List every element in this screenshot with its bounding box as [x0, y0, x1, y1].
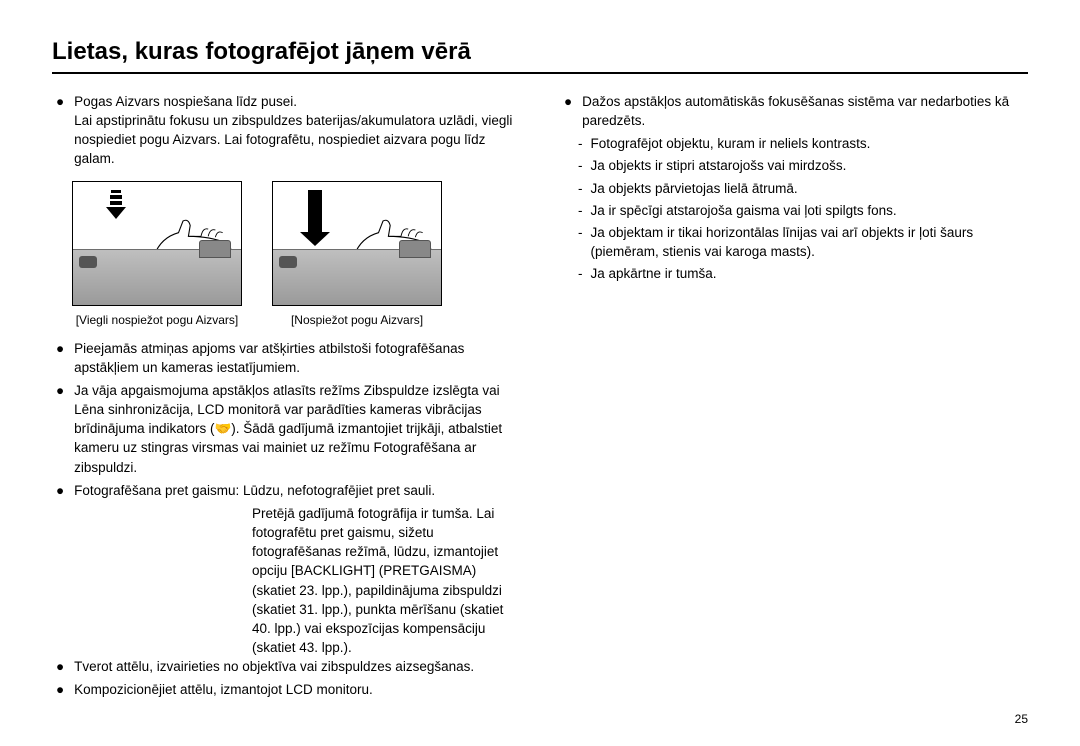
bullet-cover-text: Tverot attēlu, izvairieties no objektīva… — [74, 657, 520, 676]
arrow-solid-icon — [308, 190, 322, 234]
bullet-cover: ● Tverot attēlu, izvairieties no objektī… — [52, 657, 520, 676]
bullet-memory: ● Pieejamās atmiņas apjoms var atšķirtie… — [52, 339, 520, 377]
illustration-halfpress: [Viegli nospiežot pogu Aizvars] — [72, 181, 242, 329]
bullet-shutter-cont: Lai apstiprinātu fokusu un zibspuldzes b… — [74, 113, 512, 166]
camera-icon — [73, 249, 241, 305]
bullet-af-text: Dažos apstākļos automātiskās fokusēšanas… — [582, 92, 1028, 130]
arrow-dashed-icon — [108, 190, 124, 219]
bullet-dot: ● — [52, 481, 74, 500]
content-columns: ● Pogas Aizvars nospiešana līdz pusei. L… — [52, 92, 1028, 703]
bullet-shutter-text: Pogas Aizvars nospiešana līdz pusei. — [74, 94, 297, 109]
bullet-memory-text: Pieejamās atmiņas apjoms var atšķirties … — [74, 339, 520, 377]
dash-icon: - — [578, 223, 591, 261]
dash-icon: - — [578, 264, 591, 283]
sub-lines: -Ja objektam ir tikai horizontālas līnij… — [560, 223, 1028, 261]
bullet-compose-text: Kompozicionējiet attēlu, izmantojot LCD … — [74, 680, 520, 699]
bullet-shutter: ● Pogas Aizvars nospiešana līdz pusei. L… — [52, 92, 520, 169]
page-number: 25 — [1015, 712, 1028, 726]
sub-contrast: -Fotografējot objektu, kuram ir neliels … — [560, 134, 1028, 153]
right-column: ● Dažos apstākļos automātiskās fokusēšan… — [560, 92, 1028, 703]
illustration-fullpress-frame — [272, 181, 442, 306]
bullet-lowlight: ● Ja vāja apgaismojuma apstākļos atlasīt… — [52, 381, 520, 477]
sub-reflective: -Ja objekts ir stipri atstarojošs vai mi… — [560, 156, 1028, 175]
illustration-halfpress-frame — [72, 181, 242, 306]
sub-reflective-text: Ja objekts ir stipri atstarojošs vai mir… — [591, 156, 1029, 175]
bullet-dot: ● — [52, 92, 74, 169]
bullet-dot: ● — [560, 92, 582, 130]
sub-contrast-text: Fotografējot objektu, kuram ir neliels k… — [591, 134, 1029, 153]
sub-lines-text: Ja objektam ir tikai horizontālas līnija… — [591, 223, 1029, 261]
camera-icon — [273, 249, 441, 305]
left-column: ● Pogas Aizvars nospiešana līdz pusei. L… — [52, 92, 520, 703]
bullet-dot: ● — [52, 339, 74, 377]
sub-dark: -Ja apkārtne ir tumša. — [560, 264, 1028, 283]
sub-dark-text: Ja apkārtne ir tumša. — [591, 264, 1029, 283]
bullet-lowlight-text: Ja vāja apgaismojuma apstākļos atlasīts … — [74, 381, 520, 477]
dash-icon: - — [578, 156, 591, 175]
sub-fast-text: Ja objekts pārvietojas lielā ātrumā. — [591, 179, 1029, 198]
bullet-dot: ● — [52, 680, 74, 699]
bullet-dot: ● — [52, 381, 74, 477]
sub-bright-text: Ja ir spēcīgi atstarojoša gaisma vai ļot… — [591, 201, 1029, 220]
sub-bright: -Ja ir spēcīgi atstarojoša gaisma vai ļo… — [560, 201, 1028, 220]
bullet-backlight-text: Fotografēšana pret gaismu: Lūdzu, nefoto… — [74, 481, 520, 500]
bullet-dot: ● — [52, 657, 74, 676]
bullet-backlight-cont: Pretējā gadījumā fotogrāfija ir tumša. L… — [52, 504, 520, 657]
caption-halfpress: [Viegli nospiežot pogu Aizvars] — [72, 312, 242, 329]
dash-icon: - — [578, 134, 591, 153]
sub-fast: -Ja objekts pārvietojas lielā ātrumā. — [560, 179, 1028, 198]
caption-fullpress: [Nospiežot pogu Aizvars] — [272, 312, 442, 329]
page-title: Lietas, kuras fotografējot jāņem vērā — [52, 38, 1028, 74]
bullet-af: ● Dažos apstākļos automātiskās fokusēšan… — [560, 92, 1028, 130]
illustration-fullpress: [Nospiežot pogu Aizvars] — [272, 181, 442, 329]
illustration-row: [Viegli nospiežot pogu Aizvars] [Nospiež… — [52, 181, 520, 329]
bullet-compose: ● Kompozicionējiet attēlu, izmantojot LC… — [52, 680, 520, 699]
bullet-backlight: ● Fotografēšana pret gaismu: Lūdzu, nefo… — [52, 481, 520, 500]
dash-icon: - — [578, 201, 591, 220]
dash-icon: - — [578, 179, 591, 198]
